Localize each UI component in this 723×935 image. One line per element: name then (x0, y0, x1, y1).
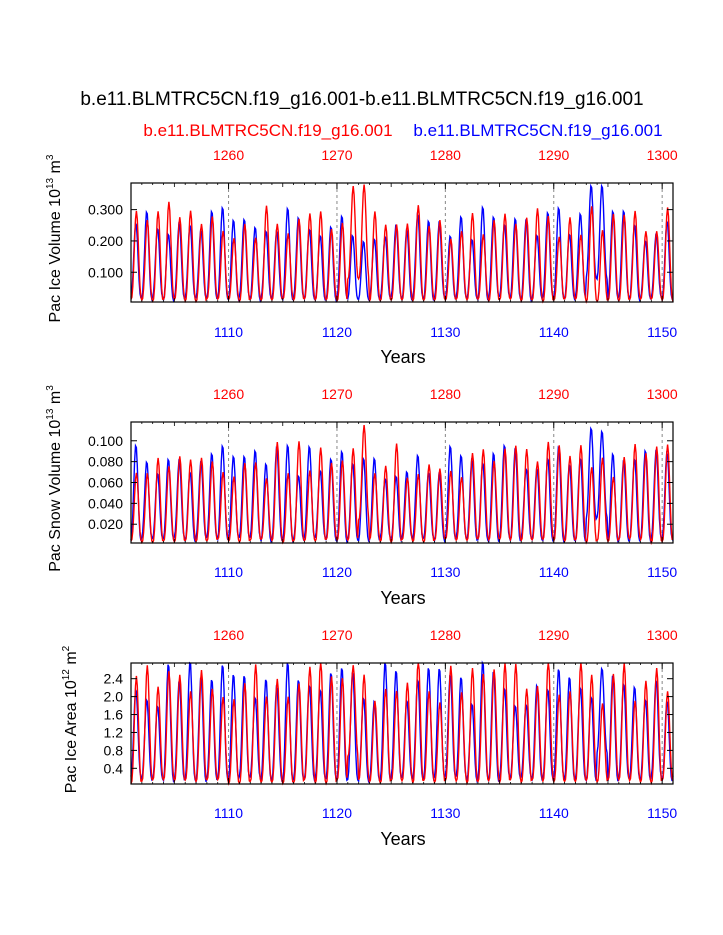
y-tick-label: 0.060 (88, 475, 123, 491)
x-tick-label-bottom: 1140 (539, 564, 569, 580)
figure-title: b.e11.BLMTRC5CN.f19_g16.001-b.e11.BLMTRC… (80, 89, 643, 110)
x-tick-label-top: 1270 (321, 627, 352, 643)
x-tick-label-bottom: 1130 (430, 324, 460, 340)
case-label-blue: b.e11.BLMTRC5CN.f19_g16.001 (413, 121, 662, 140)
x-tick-label-top: 1300 (647, 386, 678, 402)
y-tick-label: 0.100 (88, 433, 123, 449)
y-tick-label: 2.0 (104, 689, 124, 705)
y-tick-label: 0.8 (104, 742, 124, 758)
y-tick-label: 0.080 (88, 454, 123, 470)
x-tick-label-top: 1280 (430, 386, 461, 402)
x-tick-label-bottom: 1150 (647, 564, 677, 580)
x-tick-label-top: 1280 (430, 627, 461, 643)
y-axis-label: Pac Ice Area 1012 m2 (61, 645, 80, 793)
x-tick-label-bottom: 1150 (647, 805, 677, 821)
x-axis-label: Years (380, 829, 425, 849)
series-line-red (130, 662, 674, 786)
case-label-red: b.e11.BLMTRC5CN.f19_g16.001 (143, 121, 392, 140)
x-tick-label-bottom: 1140 (539, 805, 569, 821)
series-line-blue (130, 426, 674, 545)
x-tick-label-bottom: 1110 (214, 324, 243, 340)
x-tick-label-top: 1270 (321, 147, 352, 163)
x-tick-label-top: 1280 (430, 147, 461, 163)
x-tick-label-top: 1270 (321, 386, 352, 402)
y-tick-label: 0.200 (88, 233, 123, 249)
series-line-red (130, 425, 674, 546)
x-tick-label-top: 1290 (538, 627, 569, 643)
x-tick-label-bottom: 1130 (430, 564, 460, 580)
series-line-blue (130, 660, 674, 784)
panel-2: 0.020 0.040 0.060 0.080 0.100 1110 1260 1120 127… (45, 385, 678, 608)
y-tick-label: 2.4 (104, 671, 124, 687)
y-tick-label: 0.300 (88, 202, 123, 218)
x-tick-label-bottom: 1140 (539, 324, 569, 340)
series-line-blue (130, 183, 674, 304)
series-line-red (130, 184, 674, 304)
panel-1: 0.100 0.200 0.300 1110 1260 1120 1270 1130 1280 1… (45, 147, 678, 367)
x-tick-label-top: 1290 (538, 386, 569, 402)
x-tick-label-bottom: 1110 (214, 805, 243, 821)
panels: 0.100 0.200 0.300 1110 1260 1120 1270 1130 1280 1… (45, 147, 678, 849)
x-tick-label-top: 1290 (538, 147, 569, 163)
x-tick-label-bottom: 1150 (647, 324, 677, 340)
y-tick-label: 0.4 (104, 760, 124, 776)
y-tick-label: 1.6 (104, 707, 124, 723)
x-tick-label-bottom: 1120 (322, 324, 352, 340)
y-axis-label: Pac Ice Volume 1013 m3 (45, 154, 64, 322)
y-tick-label: 0.020 (88, 516, 123, 532)
x-tick-label-bottom: 1110 (214, 564, 243, 580)
y-axis-label: Pac Snow Volume 1013 m3 (45, 385, 64, 572)
x-axis-label: Years (380, 588, 425, 608)
x-tick-label-top: 1300 (647, 627, 678, 643)
x-tick-label-bottom: 1130 (430, 805, 460, 821)
x-tick-label-top: 1260 (213, 386, 244, 402)
x-tick-label-top: 1260 (213, 147, 244, 163)
x-tick-label-bottom: 1120 (322, 805, 352, 821)
x-axis-label: Years (380, 347, 425, 367)
x-tick-label-top: 1260 (213, 627, 244, 643)
y-tick-label: 0.040 (88, 495, 123, 511)
y-tick-label: 1.2 (104, 724, 124, 740)
x-tick-label-top: 1300 (647, 147, 678, 163)
panel-3: 0.4 0.8 1.21.6 2.0 2.4 1110 1260 1120 1270 1130 12… (61, 627, 678, 849)
x-tick-label-bottom: 1120 (322, 564, 352, 580)
y-tick-label: 0.100 (88, 264, 123, 280)
